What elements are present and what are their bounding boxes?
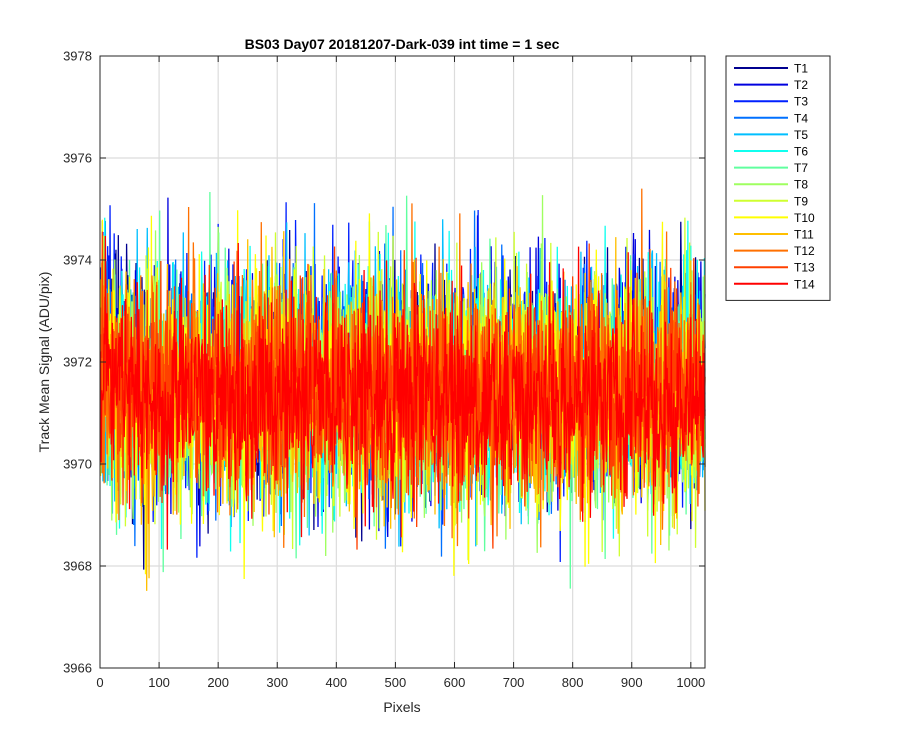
- legend-label: T3: [794, 95, 808, 109]
- x-tick-label: 1000: [676, 675, 705, 690]
- y-tick-label: 3970: [63, 457, 92, 472]
- series-layer: [99, 188, 706, 591]
- y-axis-label: Track Mean Signal (ADU/pix): [36, 272, 52, 453]
- legend-label: T4: [794, 111, 808, 125]
- y-tick-label: 3976: [63, 151, 92, 166]
- x-tick-label: 300: [266, 675, 288, 690]
- legend: T1 T2 T3 T4 T5 T6 T7 T8 T9 T10 T11 T12 T13 T14: [725, 55, 831, 301]
- legend-label: T10: [794, 211, 815, 225]
- x-tick-label: 0: [96, 675, 103, 690]
- x-tick-label: 600: [444, 675, 466, 690]
- series-line-t14: [99, 236, 706, 550]
- legend-label: T12: [794, 244, 815, 258]
- legend-label: T13: [794, 261, 815, 275]
- x-tick-label: 900: [621, 675, 643, 690]
- legend-label: T5: [794, 128, 808, 142]
- legend-label: T1: [794, 62, 808, 76]
- legend-label: T14: [794, 277, 815, 291]
- x-tick-label: 200: [207, 675, 229, 690]
- x-tick-label: 400: [325, 675, 347, 690]
- legend-label: T11: [794, 228, 814, 242]
- ticks: 0 100 200 300 400 500 600 700 800 900 1000 3966 3968…: [63, 49, 705, 691]
- y-tick-label: 3968: [63, 559, 92, 574]
- x-tick-label: 800: [562, 675, 584, 690]
- y-tick-label: 3978: [63, 49, 92, 64]
- legend-label: T2: [794, 78, 808, 92]
- legend-label: T7: [794, 161, 808, 175]
- x-axis-label: Pixels: [383, 699, 420, 715]
- y-tick-label: 3972: [63, 355, 92, 370]
- x-tick-label: 700: [503, 675, 525, 690]
- legend-label: T9: [794, 194, 808, 208]
- x-tick-label: 500: [385, 675, 407, 690]
- chart-title: BS03 Day07 20181207-Dark-039 int time = …: [245, 36, 560, 52]
- legend-label: T6: [794, 145, 808, 159]
- legend-label: T8: [794, 178, 808, 192]
- y-tick-label: 3966: [63, 661, 92, 676]
- y-tick-label: 3974: [63, 253, 92, 268]
- x-tick-label: 100: [148, 675, 170, 690]
- legend-box: [725, 55, 831, 301]
